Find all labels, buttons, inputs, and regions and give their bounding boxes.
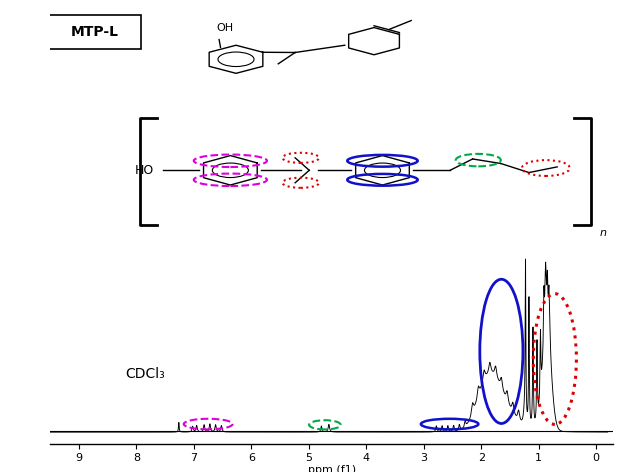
Text: n: n [600, 228, 607, 238]
X-axis label: ppm (f1): ppm (f1) [308, 465, 356, 472]
Text: MTP-L: MTP-L [71, 25, 119, 39]
FancyBboxPatch shape [48, 15, 141, 49]
Text: HO: HO [135, 164, 155, 177]
Text: OH: OH [216, 23, 233, 33]
Text: CDCl₃: CDCl₃ [125, 368, 165, 381]
